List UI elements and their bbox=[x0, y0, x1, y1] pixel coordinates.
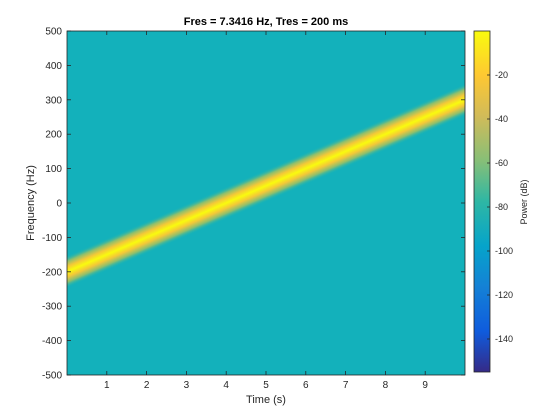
y-tick-label: 200 bbox=[45, 130, 62, 141]
colorbar-tick-label: -140 bbox=[495, 334, 513, 344]
chirp-series-0 bbox=[67, 84, 465, 288]
x-tick-label: 4 bbox=[223, 380, 229, 391]
colorbar-tick-label: -60 bbox=[495, 158, 508, 168]
colorbar-tick-label: -100 bbox=[495, 246, 513, 256]
y-tick-label: 400 bbox=[45, 61, 62, 72]
y-tick-label: 300 bbox=[45, 95, 62, 106]
y-tick-label: -300 bbox=[42, 302, 62, 313]
y-tick-label: 500 bbox=[45, 27, 62, 38]
x-tick-label: 6 bbox=[303, 380, 309, 391]
x-tick-label: 1 bbox=[104, 380, 110, 391]
x-tick-label: 7 bbox=[343, 380, 349, 391]
chirp-band bbox=[67, 84, 465, 288]
y-tick-label: 0 bbox=[56, 199, 62, 210]
x-axis-title: Time (s) bbox=[246, 394, 286, 406]
colorbar-tick-label: -20 bbox=[495, 70, 508, 80]
y-tick-label: -100 bbox=[42, 233, 62, 244]
x-tick-label: 3 bbox=[184, 380, 190, 391]
y-tick-label: 100 bbox=[45, 164, 62, 175]
x-tick-label: 8 bbox=[383, 380, 389, 391]
chirp-line bbox=[67, 84, 465, 288]
colorbar-ticks: -20 -40 -60 -80 -100 -120 -140 bbox=[487, 70, 513, 344]
chart-title: Fres = 7.3416 Hz, Tres = 200 ms bbox=[184, 16, 349, 28]
y-axis: 500 400 300 200 100 0 -100 -200 -300 -400 -500 bbox=[42, 27, 465, 382]
plot-background bbox=[67, 31, 465, 375]
x-tick-label: 9 bbox=[422, 380, 428, 391]
x-tick-label: 5 bbox=[263, 380, 269, 391]
x-tick-label: 2 bbox=[144, 380, 150, 391]
y-tick-label: -400 bbox=[42, 336, 62, 347]
colorbar-title: Power (dB) bbox=[519, 179, 529, 224]
colorbar bbox=[473, 30, 491, 373]
colorbar-tick-label: -120 bbox=[495, 290, 513, 300]
x-axis: 1 2 3 4 5 6 7 8 9 bbox=[104, 31, 428, 391]
y-axis-title: Frequency (Hz) bbox=[25, 165, 37, 241]
colorbar-tick-label: -40 bbox=[495, 114, 508, 124]
y-tick-label: -200 bbox=[42, 267, 62, 278]
y-tick-label: -500 bbox=[42, 371, 62, 382]
colorbar-tick-label: -80 bbox=[495, 202, 508, 212]
